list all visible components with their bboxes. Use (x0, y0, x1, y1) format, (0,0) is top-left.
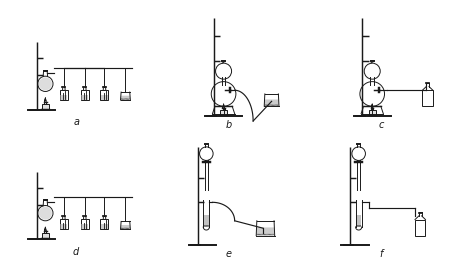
FancyBboxPatch shape (42, 104, 49, 109)
Circle shape (352, 147, 366, 160)
FancyBboxPatch shape (81, 90, 89, 100)
Text: b: b (225, 120, 232, 130)
FancyBboxPatch shape (356, 215, 361, 227)
FancyBboxPatch shape (81, 95, 88, 100)
FancyBboxPatch shape (203, 215, 209, 227)
FancyBboxPatch shape (101, 219, 108, 229)
FancyBboxPatch shape (220, 110, 227, 115)
FancyBboxPatch shape (415, 220, 425, 236)
Text: e: e (225, 249, 232, 259)
Circle shape (200, 147, 213, 160)
Polygon shape (256, 227, 275, 236)
Polygon shape (264, 99, 279, 106)
Circle shape (39, 77, 52, 90)
Circle shape (38, 205, 53, 221)
FancyBboxPatch shape (101, 90, 108, 100)
FancyBboxPatch shape (60, 224, 68, 229)
Circle shape (364, 63, 380, 79)
FancyBboxPatch shape (101, 95, 108, 100)
Circle shape (211, 82, 236, 106)
FancyBboxPatch shape (60, 90, 68, 100)
Circle shape (216, 63, 232, 79)
Text: f: f (379, 249, 383, 259)
Circle shape (39, 207, 52, 220)
FancyBboxPatch shape (101, 224, 108, 229)
FancyBboxPatch shape (81, 219, 89, 229)
FancyBboxPatch shape (369, 110, 376, 115)
Text: c: c (378, 120, 383, 130)
Polygon shape (121, 225, 130, 229)
Polygon shape (121, 96, 130, 100)
Text: a: a (73, 117, 79, 127)
Circle shape (38, 76, 53, 92)
Circle shape (360, 82, 384, 106)
FancyBboxPatch shape (60, 219, 68, 229)
FancyBboxPatch shape (60, 95, 68, 100)
FancyBboxPatch shape (42, 233, 49, 238)
FancyBboxPatch shape (81, 224, 88, 229)
Text: d: d (73, 247, 80, 257)
FancyBboxPatch shape (422, 90, 433, 106)
